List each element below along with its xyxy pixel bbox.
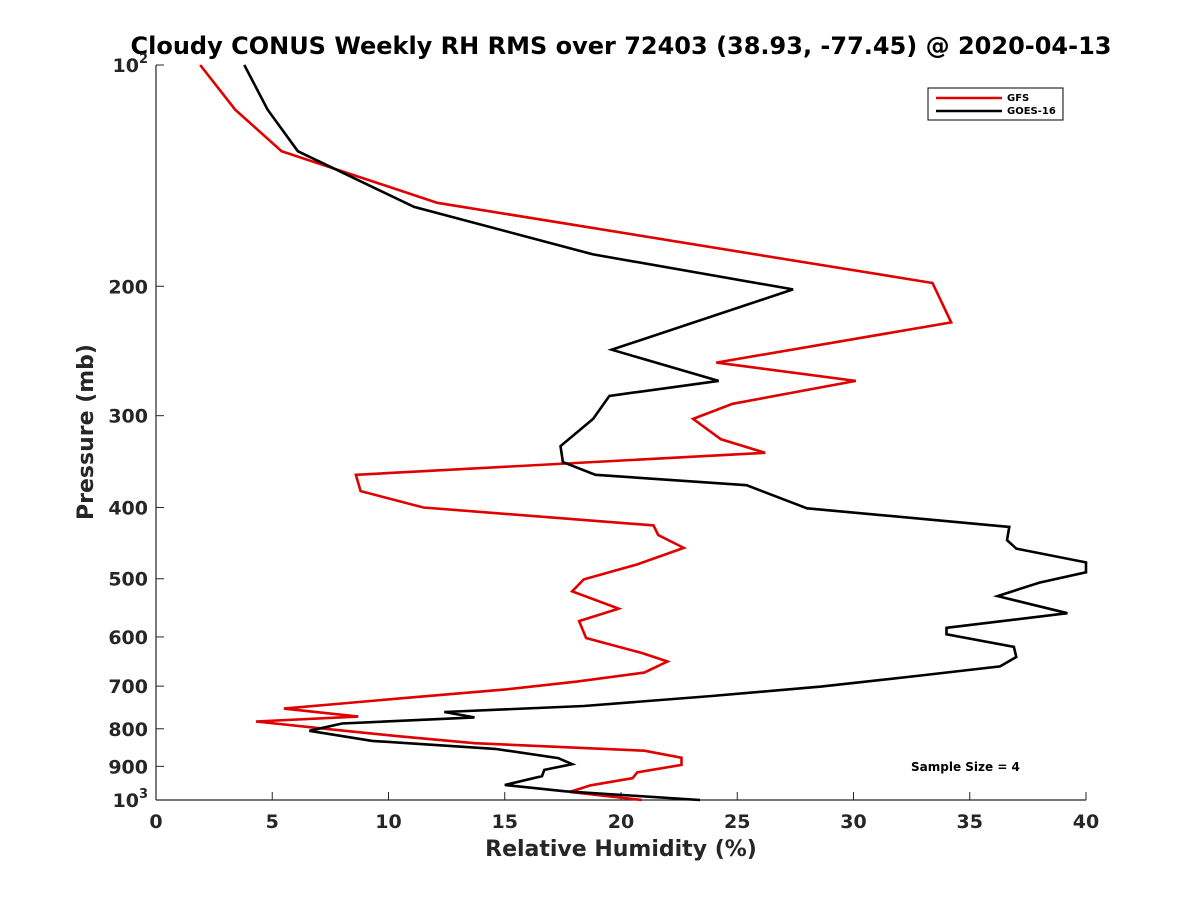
x-axis-label: Relative Humidity (%) — [485, 837, 757, 862]
chart-title: Cloudy CONUS Weekly RH RMS over 72403 (3… — [131, 32, 1112, 60]
x-tick-label: 20 — [608, 811, 634, 833]
x-tick-label: 40 — [1073, 811, 1099, 833]
sample-size-annotation: Sample Size = 4 — [911, 760, 1020, 774]
x-tick-label: 25 — [724, 811, 750, 833]
y-tick-label: 900 — [108, 756, 148, 778]
series-layer — [199, 64, 1088, 802]
legend-box — [927, 87, 1064, 121]
y-tick-label: 300 — [108, 406, 148, 428]
y-tick-label: 400 — [108, 498, 148, 520]
x-tick-label: 35 — [957, 811, 983, 833]
y-tick-label: 200 — [108, 276, 148, 298]
x-tick-label: 5 — [266, 811, 279, 833]
y-tick-label: 102 — [113, 52, 149, 77]
legend: GFS GOES-16 — [927, 87, 1064, 121]
x-tick-label: 10 — [375, 811, 401, 833]
y-tick-label: 700 — [108, 676, 148, 698]
axes: 0 5 10 15 20 25 30 35 40 102 200 300 400 500 600 700 800… — [108, 52, 1099, 833]
legend-label-goes-16: GOES-16 — [1007, 106, 1056, 117]
series-line-goes-16 — [243, 64, 1088, 802]
series-line-gfs — [199, 64, 954, 802]
y-tick-label: 800 — [108, 719, 148, 741]
x-tick-label: 0 — [149, 811, 162, 833]
y-tick-label: 600 — [108, 627, 148, 649]
y-tick-label: 103 — [113, 787, 149, 812]
y-axis-label: Pressure (mb) — [74, 344, 99, 520]
x-tick-label: 15 — [492, 811, 518, 833]
y-tick-label: 500 — [108, 569, 148, 591]
x-tick-label: 30 — [840, 811, 866, 833]
legend-label-gfs: GFS — [1007, 93, 1029, 104]
